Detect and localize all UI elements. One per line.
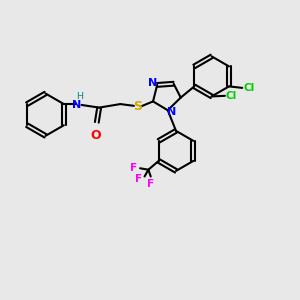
- Text: S: S: [133, 100, 142, 113]
- Text: Cl: Cl: [226, 91, 237, 101]
- Text: F: F: [147, 179, 154, 189]
- Text: N: N: [148, 79, 158, 88]
- Text: N: N: [167, 107, 176, 117]
- Text: F: F: [130, 163, 137, 173]
- Text: N: N: [72, 100, 81, 110]
- Text: F: F: [135, 174, 142, 184]
- Text: H: H: [76, 92, 82, 101]
- Text: O: O: [90, 129, 101, 142]
- Text: Cl: Cl: [243, 83, 254, 93]
